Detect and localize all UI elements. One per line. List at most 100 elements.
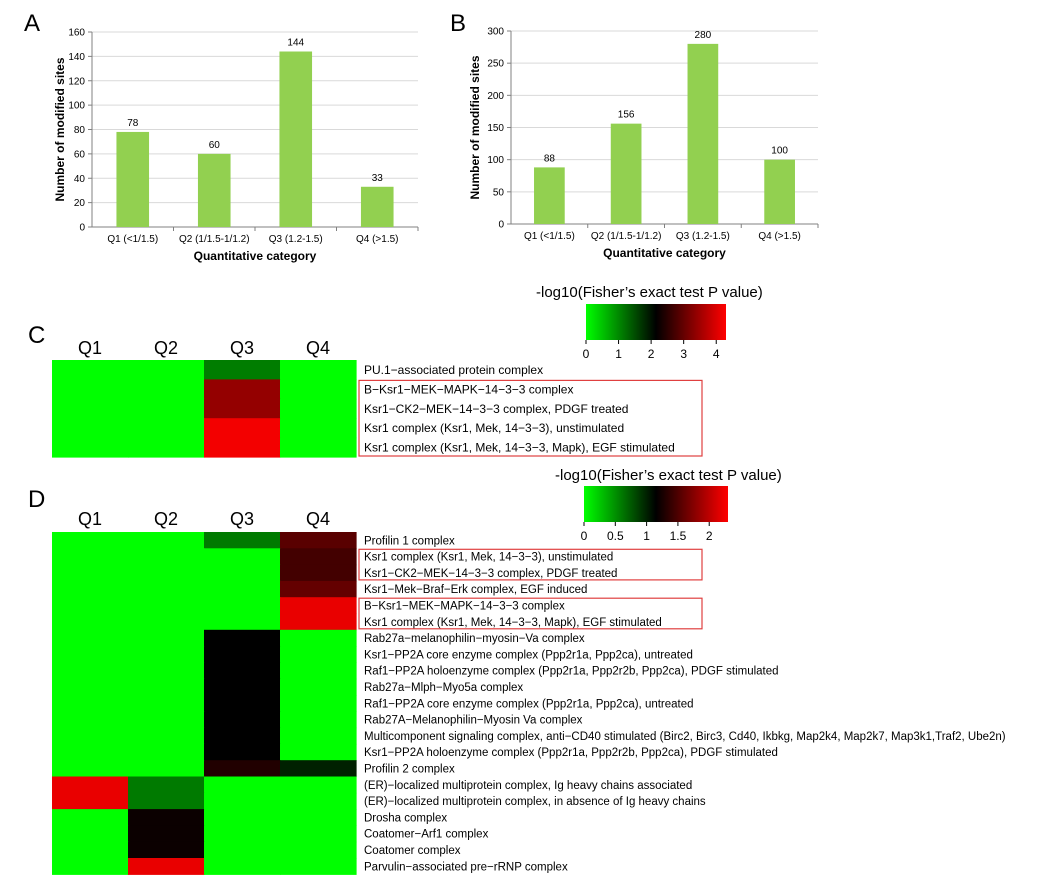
heatmap-cell xyxy=(280,548,357,566)
heatmap-cell xyxy=(128,597,205,615)
heatmap-cell xyxy=(204,398,281,419)
heatmap-cell xyxy=(204,646,281,663)
heatmap-cell xyxy=(52,825,129,843)
heatmap-cell xyxy=(280,727,357,745)
bar xyxy=(360,186,394,227)
row-label: Rab27a−melanophilin−myosin−Va complex xyxy=(364,633,585,645)
data-label: 144 xyxy=(287,38,304,49)
heatmap-cell xyxy=(52,743,129,761)
bar xyxy=(687,43,719,224)
highlight-box xyxy=(358,597,703,630)
panel-label-c: C xyxy=(28,322,46,349)
heatmap-cell xyxy=(52,379,129,400)
heatmap-cell xyxy=(52,841,129,859)
heatmap-cell xyxy=(52,532,129,549)
heatmap-cell xyxy=(204,418,281,439)
y-axis-title: Number of modified sites xyxy=(468,55,482,199)
heatmap-cell xyxy=(128,360,205,380)
y-tick-label: 0 xyxy=(498,220,504,231)
heatmap-cell xyxy=(128,841,205,859)
heatmap-cell xyxy=(280,711,357,729)
heatmap-cell xyxy=(52,792,129,810)
bar xyxy=(197,153,231,227)
row-label: Ksr1−CK2−MEK−14−3−3 complex, PDGF treate… xyxy=(364,568,617,580)
column-label: Q2 xyxy=(154,338,178,358)
bar-chart-a: 0 20 40 60 80 100 120 140 160 78 Q1 (<1/1.5) 60 Q2 (… xyxy=(53,28,419,263)
column-label: Q4 xyxy=(306,338,330,358)
x-tick-label: Q3 (1.2-1.5) xyxy=(676,231,730,242)
column-label: Q1 xyxy=(78,338,102,358)
heatmap-cell xyxy=(204,629,281,647)
row-label: Raf1−PP2A holoenzyme complex (Ppp2r1a, P… xyxy=(364,666,779,678)
x-axis-title: Quantitative category xyxy=(194,249,317,263)
bar-chart-b: 0 50 100 150 200 250 300 88 Q1 (<1/1.5) 156 Q2 (1/… xyxy=(468,27,819,260)
heatmap-cell xyxy=(52,727,129,745)
heatmap-cell xyxy=(128,548,205,566)
color-scale-bar xyxy=(584,486,728,522)
row-label: Ksr1 complex (Ksr1, Mek, 14−3−3), unstim… xyxy=(364,421,624,435)
heatmap-cell xyxy=(280,858,357,875)
heatmap-cell xyxy=(128,613,205,631)
row-label: (ER)−localized multiprotein complex, in … xyxy=(364,796,706,808)
x-tick-label: Q2 (1/1.5-1/1.2) xyxy=(179,234,250,245)
heatmap-cell xyxy=(204,678,281,696)
heatmap-cell xyxy=(280,825,357,843)
color-scale-d: 0 0.5 1 1.5 2 xyxy=(581,486,728,543)
heatmap-cell xyxy=(52,418,129,439)
y-tick-label: 20 xyxy=(74,198,86,209)
y-tick-label: 80 xyxy=(74,125,86,136)
heatmap-cell xyxy=(280,379,357,400)
heatmap-cell xyxy=(128,564,205,582)
panel-label-b: B xyxy=(450,10,467,37)
heatmap-cell xyxy=(128,580,205,598)
heatmap-cell xyxy=(52,678,129,696)
column-label: Q3 xyxy=(230,509,254,529)
scale-tick-label: 0 xyxy=(581,529,588,543)
x-tick-label: Q2 (1/1.5-1/1.2) xyxy=(591,231,662,242)
heatmap-cell xyxy=(52,629,129,647)
bar xyxy=(116,131,150,227)
x-tick-label: Q4 (>1.5) xyxy=(758,231,801,242)
scale-tick-label: 0 xyxy=(583,347,590,361)
heatmap-cell xyxy=(280,776,357,794)
heatmap-cell xyxy=(280,792,357,810)
row-label: B−Ksr1−MEK−MAPK−14−3−3 complex xyxy=(364,382,573,396)
heatmap-cell xyxy=(204,825,281,843)
heatmap-cell xyxy=(52,776,129,794)
heatmap-cell xyxy=(128,678,205,696)
column-label: Q2 xyxy=(154,509,178,529)
y-tick-label: 0 xyxy=(79,223,85,234)
row-label: Ksr1 complex (Ksr1, Mek, 14−3−3, Mapk), … xyxy=(364,617,662,629)
heatmap-cell xyxy=(280,532,357,549)
bar xyxy=(610,123,642,224)
heatmap-cell xyxy=(280,580,357,598)
y-tick-label: 250 xyxy=(487,59,504,70)
row-label: Rab27A−Melanophilin−Myosin Va complex xyxy=(364,715,583,727)
scale-tick-label: 1 xyxy=(643,529,650,543)
heatmap-cell xyxy=(52,695,129,712)
heatmap-d: Q1 Q2 Q3 Q4 Profilin 1 complex Ksr1 complex (… xyxy=(52,509,1006,875)
heatmap-cell xyxy=(280,360,357,380)
heatmap-cell xyxy=(204,613,281,631)
heatmap-cell xyxy=(52,597,129,615)
y-tick-label: 150 xyxy=(487,123,504,134)
data-label: 33 xyxy=(372,173,384,184)
heatmap-cell xyxy=(204,597,281,615)
heatmap-cell xyxy=(128,379,205,400)
y-tick-label: 50 xyxy=(493,187,505,198)
heatmap-cell xyxy=(280,398,357,419)
heatmap-cell xyxy=(128,711,205,729)
heatmap-cell xyxy=(128,662,205,680)
row-label: Coatomer−Arf1 complex xyxy=(364,829,489,841)
color-scale-title-d: -log10(Fisher’s exact test P value) xyxy=(555,467,782,484)
heatmap-cell xyxy=(128,760,205,778)
heatmap-cell xyxy=(280,613,357,631)
x-tick-label: Q3 (1.2-1.5) xyxy=(269,234,323,245)
data-label: 88 xyxy=(544,153,556,164)
heatmap-cell xyxy=(52,809,129,826)
heatmap-cell xyxy=(204,743,281,761)
y-tick-label: 120 xyxy=(68,76,85,87)
heatmap-cell xyxy=(128,743,205,761)
heatmap-cell xyxy=(204,809,281,826)
heatmap-cell xyxy=(52,360,129,380)
